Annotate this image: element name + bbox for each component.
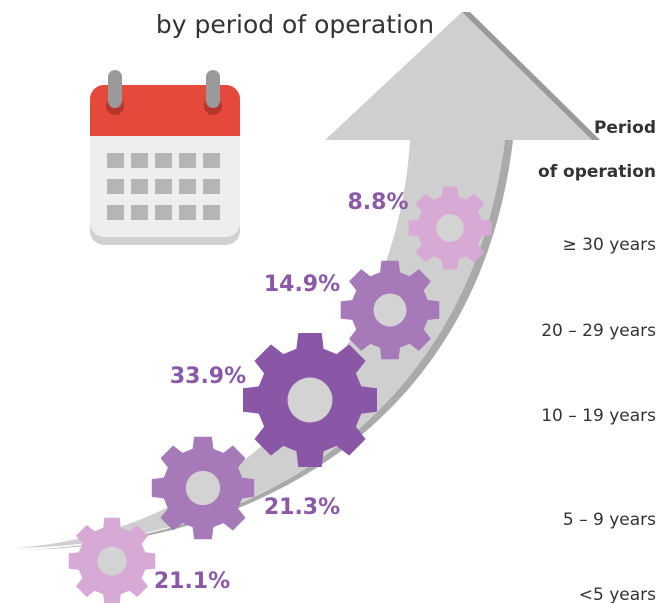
calendar-cell (155, 205, 172, 220)
calendar-cell (203, 153, 220, 168)
calendar-cell (131, 179, 148, 194)
calendar-cell (179, 153, 196, 168)
gear-hole (436, 214, 464, 242)
share-label: 33.9% (170, 364, 246, 389)
gear-hole (186, 471, 220, 505)
calendar-cell (155, 153, 172, 168)
calendar-cell (179, 179, 196, 194)
calendar-cell (179, 205, 196, 220)
page: by period of operation Period of operati… (0, 0, 671, 603)
calendar-cell (203, 205, 220, 220)
period-label: ≥ 30 years (563, 235, 657, 255)
share-label: 14.9% (264, 272, 340, 297)
infographic: by period of operation Period of operati… (0, 0, 671, 603)
calendar-cell (131, 205, 148, 220)
calendar-cell (155, 179, 172, 194)
calendar-cell (107, 153, 124, 168)
calendar-cell (203, 179, 220, 194)
calendar-cell (107, 179, 124, 194)
period-label: <5 years (579, 585, 656, 603)
period-label: 10 – 19 years (541, 406, 656, 426)
gear-hole (374, 294, 407, 327)
legend-title: Period (594, 118, 656, 138)
calendar-cell (131, 153, 148, 168)
subtitle: by period of operation (156, 10, 434, 39)
gear-hole (288, 378, 333, 423)
share-label: 21.1% (154, 569, 230, 594)
gear-hole (97, 546, 126, 575)
share-label: 8.8% (347, 190, 408, 215)
share-label: 21.3% (264, 495, 340, 520)
legend-title: of operation (538, 162, 656, 182)
calendar-icon (90, 70, 240, 245)
calendar-cell (107, 205, 124, 220)
period-label: 20 – 29 years (541, 321, 656, 341)
period-label: 5 – 9 years (563, 510, 656, 530)
